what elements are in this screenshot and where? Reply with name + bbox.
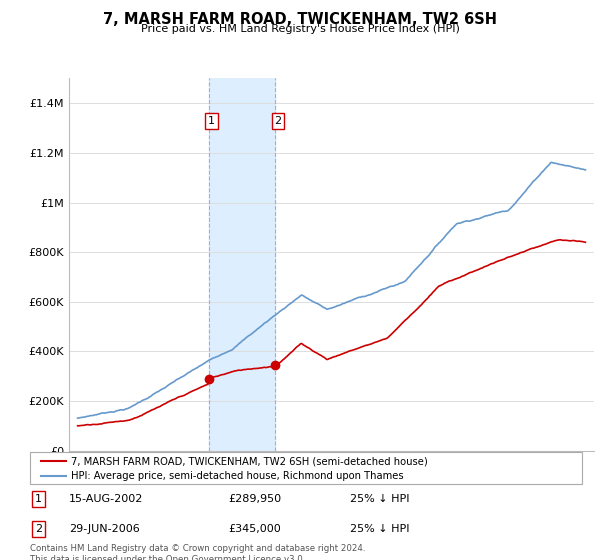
- Text: 1: 1: [35, 494, 42, 504]
- Text: 29-JUN-2006: 29-JUN-2006: [68, 524, 139, 534]
- Text: 25% ↓ HPI: 25% ↓ HPI: [350, 524, 410, 534]
- Text: £289,950: £289,950: [229, 494, 282, 504]
- Text: 25% ↓ HPI: 25% ↓ HPI: [350, 494, 410, 504]
- Text: 1: 1: [208, 116, 215, 126]
- Text: 7, MARSH FARM ROAD, TWICKENHAM, TW2 6SH (semi-detached house): 7, MARSH FARM ROAD, TWICKENHAM, TW2 6SH …: [71, 456, 428, 466]
- Text: Price paid vs. HM Land Registry's House Price Index (HPI): Price paid vs. HM Land Registry's House …: [140, 24, 460, 34]
- Text: HPI: Average price, semi-detached house, Richmond upon Thames: HPI: Average price, semi-detached house,…: [71, 472, 404, 481]
- Text: Contains HM Land Registry data © Crown copyright and database right 2024.
This d: Contains HM Land Registry data © Crown c…: [30, 544, 365, 560]
- Text: 2: 2: [274, 116, 281, 126]
- Text: £345,000: £345,000: [229, 524, 281, 534]
- Bar: [209, 78, 275, 451]
- Text: 15-AUG-2002: 15-AUG-2002: [68, 494, 143, 504]
- FancyBboxPatch shape: [30, 452, 582, 484]
- Text: 2: 2: [35, 524, 42, 534]
- Text: 7, MARSH FARM ROAD, TWICKENHAM, TW2 6SH: 7, MARSH FARM ROAD, TWICKENHAM, TW2 6SH: [103, 12, 497, 27]
